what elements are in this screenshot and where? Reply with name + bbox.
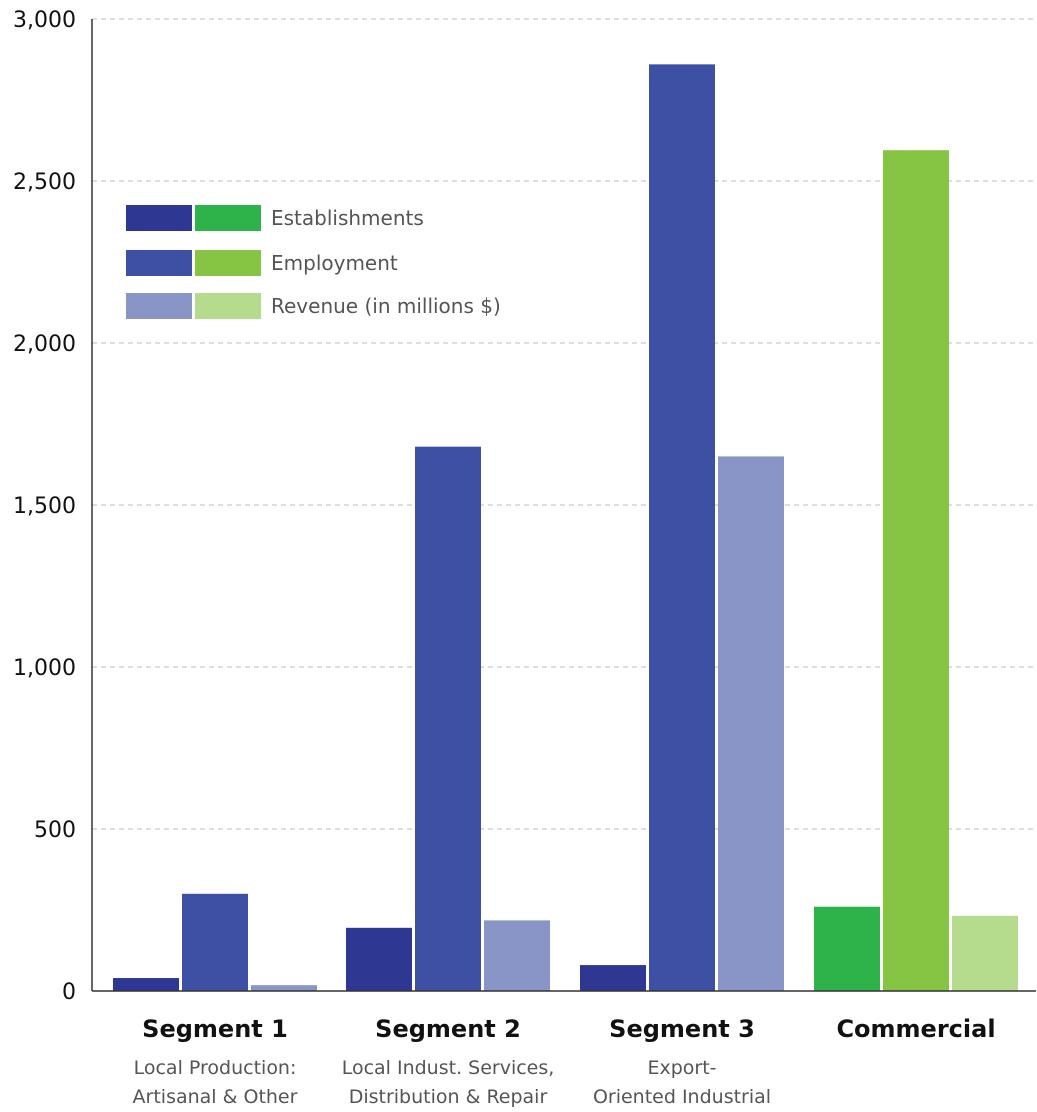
bar-employment <box>415 446 481 991</box>
category-label: Commercial <box>836 1015 995 1043</box>
bar-establishments <box>346 927 412 991</box>
category-sublabel: Local Production: <box>134 1057 297 1079</box>
bar-establishments <box>580 965 646 991</box>
y-tick-label: 2,500 <box>13 170 76 195</box>
legend-swatch-green <box>195 250 261 276</box>
bar-revenue-in-millions <box>952 915 1018 991</box>
bar-employment <box>649 64 715 992</box>
bar-establishments <box>113 978 179 991</box>
category-sublabel: Artisanal & Other <box>133 1086 298 1108</box>
legend-label: Employment <box>271 251 398 275</box>
legend-swatch-blue <box>126 205 192 231</box>
bar-employment <box>883 150 949 992</box>
y-tick-label: 3,000 <box>13 8 76 33</box>
legend-swatch-blue <box>126 250 192 276</box>
y-tick-label: 0 <box>62 980 76 1005</box>
legend-swatch-blue <box>126 293 192 319</box>
y-tick-label: 500 <box>34 818 76 843</box>
category-sublabel: Distribution & Repair <box>349 1086 548 1108</box>
bar-revenue-in-millions <box>251 985 317 991</box>
legend-swatch-green <box>195 293 261 319</box>
y-tick-label: 1,500 <box>13 494 76 519</box>
category-label: Segment 3 <box>609 1015 755 1043</box>
y-tick-label: 2,000 <box>13 332 76 357</box>
category-label: Segment 1 <box>142 1015 288 1043</box>
category-sublabel: Local Indust. Services, <box>342 1057 555 1079</box>
category-sublabel: Export- <box>647 1057 716 1079</box>
bar-revenue-in-millions <box>718 456 784 991</box>
bar-establishments <box>814 906 880 991</box>
category-label: Segment 2 <box>375 1015 521 1043</box>
bars <box>113 64 1018 992</box>
axes <box>91 19 1036 992</box>
legend: Establishments Employment Revenue (in mill… <box>126 205 501 319</box>
bar-revenue-in-millions <box>484 920 550 991</box>
y-tick-label: 1,000 <box>13 656 76 681</box>
legend-label: Revenue (in millions $) <box>271 294 501 318</box>
category-sublabel: Oriented Industrial <box>593 1086 771 1108</box>
y-tick-labels: 0 500 1,000 1,500 2,000 2,500 3,000 <box>13 8 76 1005</box>
category-labels: Segment 1 Local Production: Artisanal & Ot… <box>133 1015 996 1108</box>
bar-employment <box>182 893 248 991</box>
grid-lines <box>92 18 1036 830</box>
legend-swatch-green <box>195 205 261 231</box>
legend-label: Establishments <box>271 206 424 230</box>
